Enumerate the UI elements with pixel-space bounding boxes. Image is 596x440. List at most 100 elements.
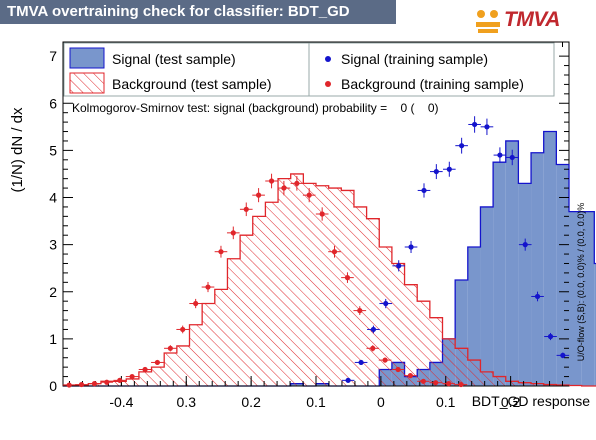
signal-training-point xyxy=(472,121,478,128)
x-tick-label: 0.2 xyxy=(241,394,261,410)
background-training-point xyxy=(142,366,148,373)
background-test-histogram-bin xyxy=(151,367,165,386)
legend-marker-background-test xyxy=(69,72,105,94)
background-test-histogram-bin xyxy=(341,190,354,386)
legend: Signal (test sample) Background (test sa… xyxy=(63,42,555,97)
chart-title: TMVA overtraining check for classifier: … xyxy=(0,0,396,24)
y-tick-label: 2 xyxy=(49,284,57,300)
signal-training-point xyxy=(433,168,439,175)
signal-test-histogram-bin xyxy=(493,162,506,386)
background-training-point xyxy=(344,275,351,281)
background-training-point xyxy=(420,378,426,384)
legend-label-background-test: Background (test sample) xyxy=(112,76,272,92)
tmva-logo-icon xyxy=(476,10,500,33)
legend-marker-background-training xyxy=(325,81,331,87)
background-training-point xyxy=(180,326,186,333)
signal-training-point xyxy=(534,293,541,300)
background-training-point xyxy=(243,206,249,212)
background-training-point xyxy=(193,300,199,307)
signal-training-point xyxy=(396,263,402,269)
background-test-histogram-bin xyxy=(303,183,316,386)
signal-training-point xyxy=(497,152,503,158)
background-test-histogram-bin xyxy=(366,218,380,386)
legend-marker-signal-test xyxy=(69,47,105,69)
signal-training-point xyxy=(484,124,490,130)
signal-test-histogram-bin xyxy=(467,246,481,386)
background-test-histogram-bin xyxy=(531,383,544,386)
background-training-point xyxy=(154,359,160,366)
signal-training-point xyxy=(522,242,528,248)
signal-training-point xyxy=(446,166,452,172)
background-test-histogram-bin xyxy=(240,235,253,386)
background-test-histogram-bin xyxy=(480,371,494,386)
background-training-point xyxy=(331,249,338,255)
background-training-point xyxy=(255,192,262,198)
x-tick-label: 0.1 xyxy=(436,394,456,410)
signal-test-histogram-bin xyxy=(556,164,569,386)
signal-training-point xyxy=(421,187,427,194)
legend-label-background-training: Background (training sample) xyxy=(341,76,524,92)
y-tick-label: 7 xyxy=(49,48,57,64)
background-training-point xyxy=(205,284,211,290)
signal-test-histogram-bin xyxy=(518,183,532,386)
background-test-histogram-bin xyxy=(391,263,405,386)
background-test-histogram-bin xyxy=(189,324,203,386)
y-tick-label: 5 xyxy=(49,142,57,158)
overflow-label: U/O-flow (S,B): (0.0, 0.0)% / (0.0, 0.0)… xyxy=(576,203,586,362)
background-test-histogram-bin xyxy=(278,178,291,386)
background-test-histogram-bin xyxy=(379,246,392,386)
background-test-histogram-bin xyxy=(176,345,190,386)
background-test-histogram-bin xyxy=(316,185,329,386)
signal-training-point xyxy=(358,359,364,366)
background-test-histogram-bin xyxy=(442,338,456,386)
signal-training-point xyxy=(560,352,566,358)
x-tick-label: 0.1 xyxy=(306,394,326,410)
background-test-histogram-bin xyxy=(138,371,152,386)
background-training-point xyxy=(294,180,300,186)
background-training-point xyxy=(407,373,413,379)
background-test-histogram-bin xyxy=(126,378,139,386)
background-test-histogram-bin xyxy=(202,303,215,386)
background-test-histogram-bin xyxy=(164,353,177,386)
background-training-point xyxy=(78,381,85,388)
background-test-histogram-bin xyxy=(290,173,304,386)
background-test-histogram-bin xyxy=(214,289,228,386)
background-training-point xyxy=(382,357,388,363)
background-training-point xyxy=(319,211,325,217)
background-test-histogram-bin xyxy=(429,317,443,386)
ks-test-text: Kolmogorov-Smirnov test: signal (backgro… xyxy=(72,101,439,115)
signal-test-histogram-bin xyxy=(505,140,519,386)
background-training-point xyxy=(218,249,224,255)
legend-label-signal-test: Signal (test sample) xyxy=(112,51,236,67)
background-training-point xyxy=(230,230,236,236)
background-training-point xyxy=(446,381,452,387)
background-training-point xyxy=(306,192,312,198)
background-training-point xyxy=(66,382,72,388)
background-test-histogram-bin xyxy=(518,382,532,386)
y-axis-label: (1/N) dN / dx xyxy=(9,107,26,193)
background-training-point xyxy=(395,366,401,373)
background-test-histogram-bin xyxy=(353,206,367,386)
signal-training-point xyxy=(383,300,389,307)
background-training-point xyxy=(167,345,173,351)
background-training-point xyxy=(433,380,439,386)
signal-training-point xyxy=(547,333,554,340)
background-test-histogram-bin xyxy=(455,348,468,386)
signal-training-point xyxy=(459,143,465,149)
signal-test-histogram-bin xyxy=(480,206,494,386)
y-tick-label: 3 xyxy=(49,237,57,253)
signal-training-point xyxy=(509,154,515,161)
background-test-histogram-bin xyxy=(493,376,506,386)
signal-test-histogram-bin xyxy=(581,211,595,386)
background-test-histogram-bin xyxy=(417,301,430,386)
background-test-histogram-bin xyxy=(227,258,241,386)
background-test-histogram-bin xyxy=(404,284,418,386)
y-tick-label: 0 xyxy=(49,378,57,394)
x-tick-label: -0.4 xyxy=(109,394,133,410)
tmva-logo: TMVA xyxy=(474,8,592,40)
x-tick-label: 0 xyxy=(377,394,385,410)
background-test-histogram-bin xyxy=(113,381,127,386)
x-tick-label: 0.2 xyxy=(501,394,521,410)
background-training-point xyxy=(129,373,135,380)
